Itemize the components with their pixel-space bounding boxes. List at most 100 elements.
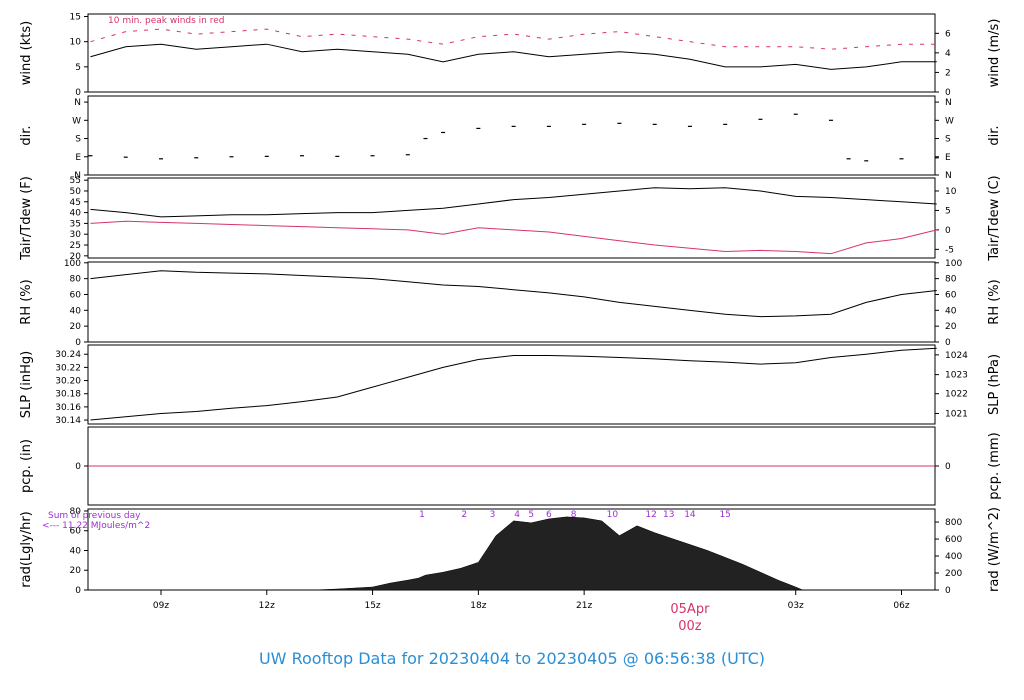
ytick-left-label: 0: [75, 338, 81, 348]
rad-marker-label: 14: [684, 510, 696, 520]
rad-marker-label: 3: [490, 510, 496, 520]
ytick-right-label: 200: [945, 569, 962, 579]
ytick-right-label: 1021: [945, 409, 968, 419]
rad-sum-label: Sum of previous day: [48, 511, 141, 521]
xtick-label: 12z: [259, 601, 275, 611]
wind-annotation: 10 min. peak winds in red: [108, 16, 225, 26]
ytick-left-label: 45: [70, 198, 81, 208]
series-wind-0: [90, 43, 937, 70]
ylabel-right-rad: rad (W/m^2): [987, 507, 1002, 592]
rad-marker-label: 1: [419, 510, 425, 520]
ytick-right-label: 20: [945, 322, 957, 332]
ytick-left-label: 15: [70, 13, 81, 23]
series-rh-0: [90, 270, 937, 318]
ytick-right-label: 1023: [945, 371, 968, 381]
panel-frame-temp: [87, 177, 936, 259]
ytick-left-label: 20: [70, 322, 82, 332]
rad-area: [312, 516, 803, 591]
rad-marker-label: 4: [514, 510, 520, 520]
panel-frame-dir: [87, 95, 936, 176]
ytick-right-label: -5: [945, 245, 954, 255]
ylabel-left-rh: RH (%): [19, 279, 34, 324]
ylabel-right-slp: SLP (hPa): [987, 354, 1002, 415]
ytick-right-label: 2: [945, 68, 951, 78]
ytick-left-label: 80: [70, 507, 82, 517]
ytick-left-label: 40: [70, 209, 82, 219]
ytick-right-label: 100: [945, 259, 962, 269]
rad-marker-label: 2: [461, 510, 467, 520]
ytick-left-label: 30: [70, 230, 82, 240]
rad-marker-label: 5: [528, 510, 534, 520]
ytick-right-label: 400: [945, 552, 962, 562]
ylabel-right-temp: Tair/Tdew (C): [987, 175, 1002, 261]
ytick-left-label: 0: [75, 462, 81, 472]
ytick-right-label: 60: [945, 290, 957, 300]
series-slp-0: [90, 347, 937, 421]
ytick-left-label: 40: [70, 546, 82, 556]
ytick-left-label: 50: [70, 187, 82, 197]
ytick-left-label: N: [74, 171, 81, 181]
ytick-right-label: 1022: [945, 390, 968, 400]
ytick-left-label: 30.16: [55, 403, 81, 413]
ytick-left-label: 35: [70, 219, 81, 229]
ytick-right-label: 10: [945, 187, 957, 197]
ylabel-right-pcp: pcp. (mm): [987, 432, 1002, 499]
ylabel-left-rad: rad(Lgly/hr): [19, 511, 34, 587]
chart-title: UW Rooftop Data for 20230404 to 20230405…: [259, 649, 765, 668]
rad-marker-label: 10: [607, 510, 619, 520]
ytick-right-label: 5: [945, 206, 951, 216]
ytick-left-label: N: [74, 98, 81, 108]
xtick-label: 18z: [470, 601, 486, 611]
ytick-right-label: 800: [945, 518, 962, 528]
ytick-left-label: 60: [70, 290, 82, 300]
ytick-left-label: 55: [70, 176, 81, 186]
ylabel-right-rh: RH (%): [987, 279, 1002, 324]
panel-frame-rh: [87, 261, 936, 343]
rad-marker-label: 12: [645, 510, 656, 520]
ytick-right-label: 0: [945, 462, 951, 472]
ytick-right-label: 600: [945, 535, 962, 545]
ytick-left-label: 60: [70, 527, 82, 537]
ylabel-right-dir: dir.: [987, 125, 1002, 145]
rad-sum-value: <--- 11.22 MJoules/m^2: [42, 521, 150, 531]
ytick-right-label: 0: [945, 338, 951, 348]
ytick-left-label: 40: [70, 306, 82, 316]
ytick-left-label: S: [75, 135, 81, 145]
rad-marker-label: 13: [663, 510, 674, 520]
ytick-left-label: W: [72, 116, 81, 126]
ytick-right-label: N: [945, 171, 952, 181]
day-marker-hour: 00z: [678, 619, 702, 634]
ytick-right-label: 0: [945, 88, 951, 98]
ylabel-left-wind: wind (kts): [19, 21, 34, 85]
series-temp-1: [90, 220, 937, 255]
rad-marker-label: 8: [571, 510, 577, 520]
ytick-right-label: E: [945, 153, 951, 163]
ytick-left-label: 0: [75, 586, 81, 596]
ytick-right-label: 0: [945, 586, 951, 596]
ytick-right-label: 4: [945, 49, 951, 59]
ytick-right-label: N: [945, 98, 952, 108]
xtick-label: 21z: [576, 601, 592, 611]
ytick-left-label: 30.20: [55, 377, 81, 387]
ylabel-left-pcp: pcp. (in): [19, 439, 34, 493]
ytick-left-label: E: [75, 153, 81, 163]
series-temp-0: [90, 187, 937, 218]
ytick-right-label: 1024: [945, 351, 968, 361]
ylabel-left-temp: Tair/Tdew (F): [19, 176, 34, 261]
ylabel-left-dir: dir.: [19, 125, 34, 145]
ytick-left-label: 100: [64, 259, 81, 269]
ytick-left-label: 0: [75, 88, 81, 98]
rad-marker-label: 6: [546, 510, 552, 520]
series-wind-1: [90, 28, 937, 50]
ytick-left-label: 10: [70, 38, 82, 48]
ytick-left-label: 5: [75, 63, 81, 73]
xtick-label: 03z: [788, 601, 804, 611]
rad-marker-label: 15: [719, 510, 730, 520]
day-marker-label: 05Apr: [670, 602, 710, 617]
ytick-right-label: 80: [945, 275, 957, 285]
ytick-right-label: 40: [945, 306, 957, 316]
xtick-label: 09z: [153, 601, 169, 611]
ytick-right-label: 6: [945, 29, 951, 39]
panel-frame-slp: [87, 344, 936, 425]
